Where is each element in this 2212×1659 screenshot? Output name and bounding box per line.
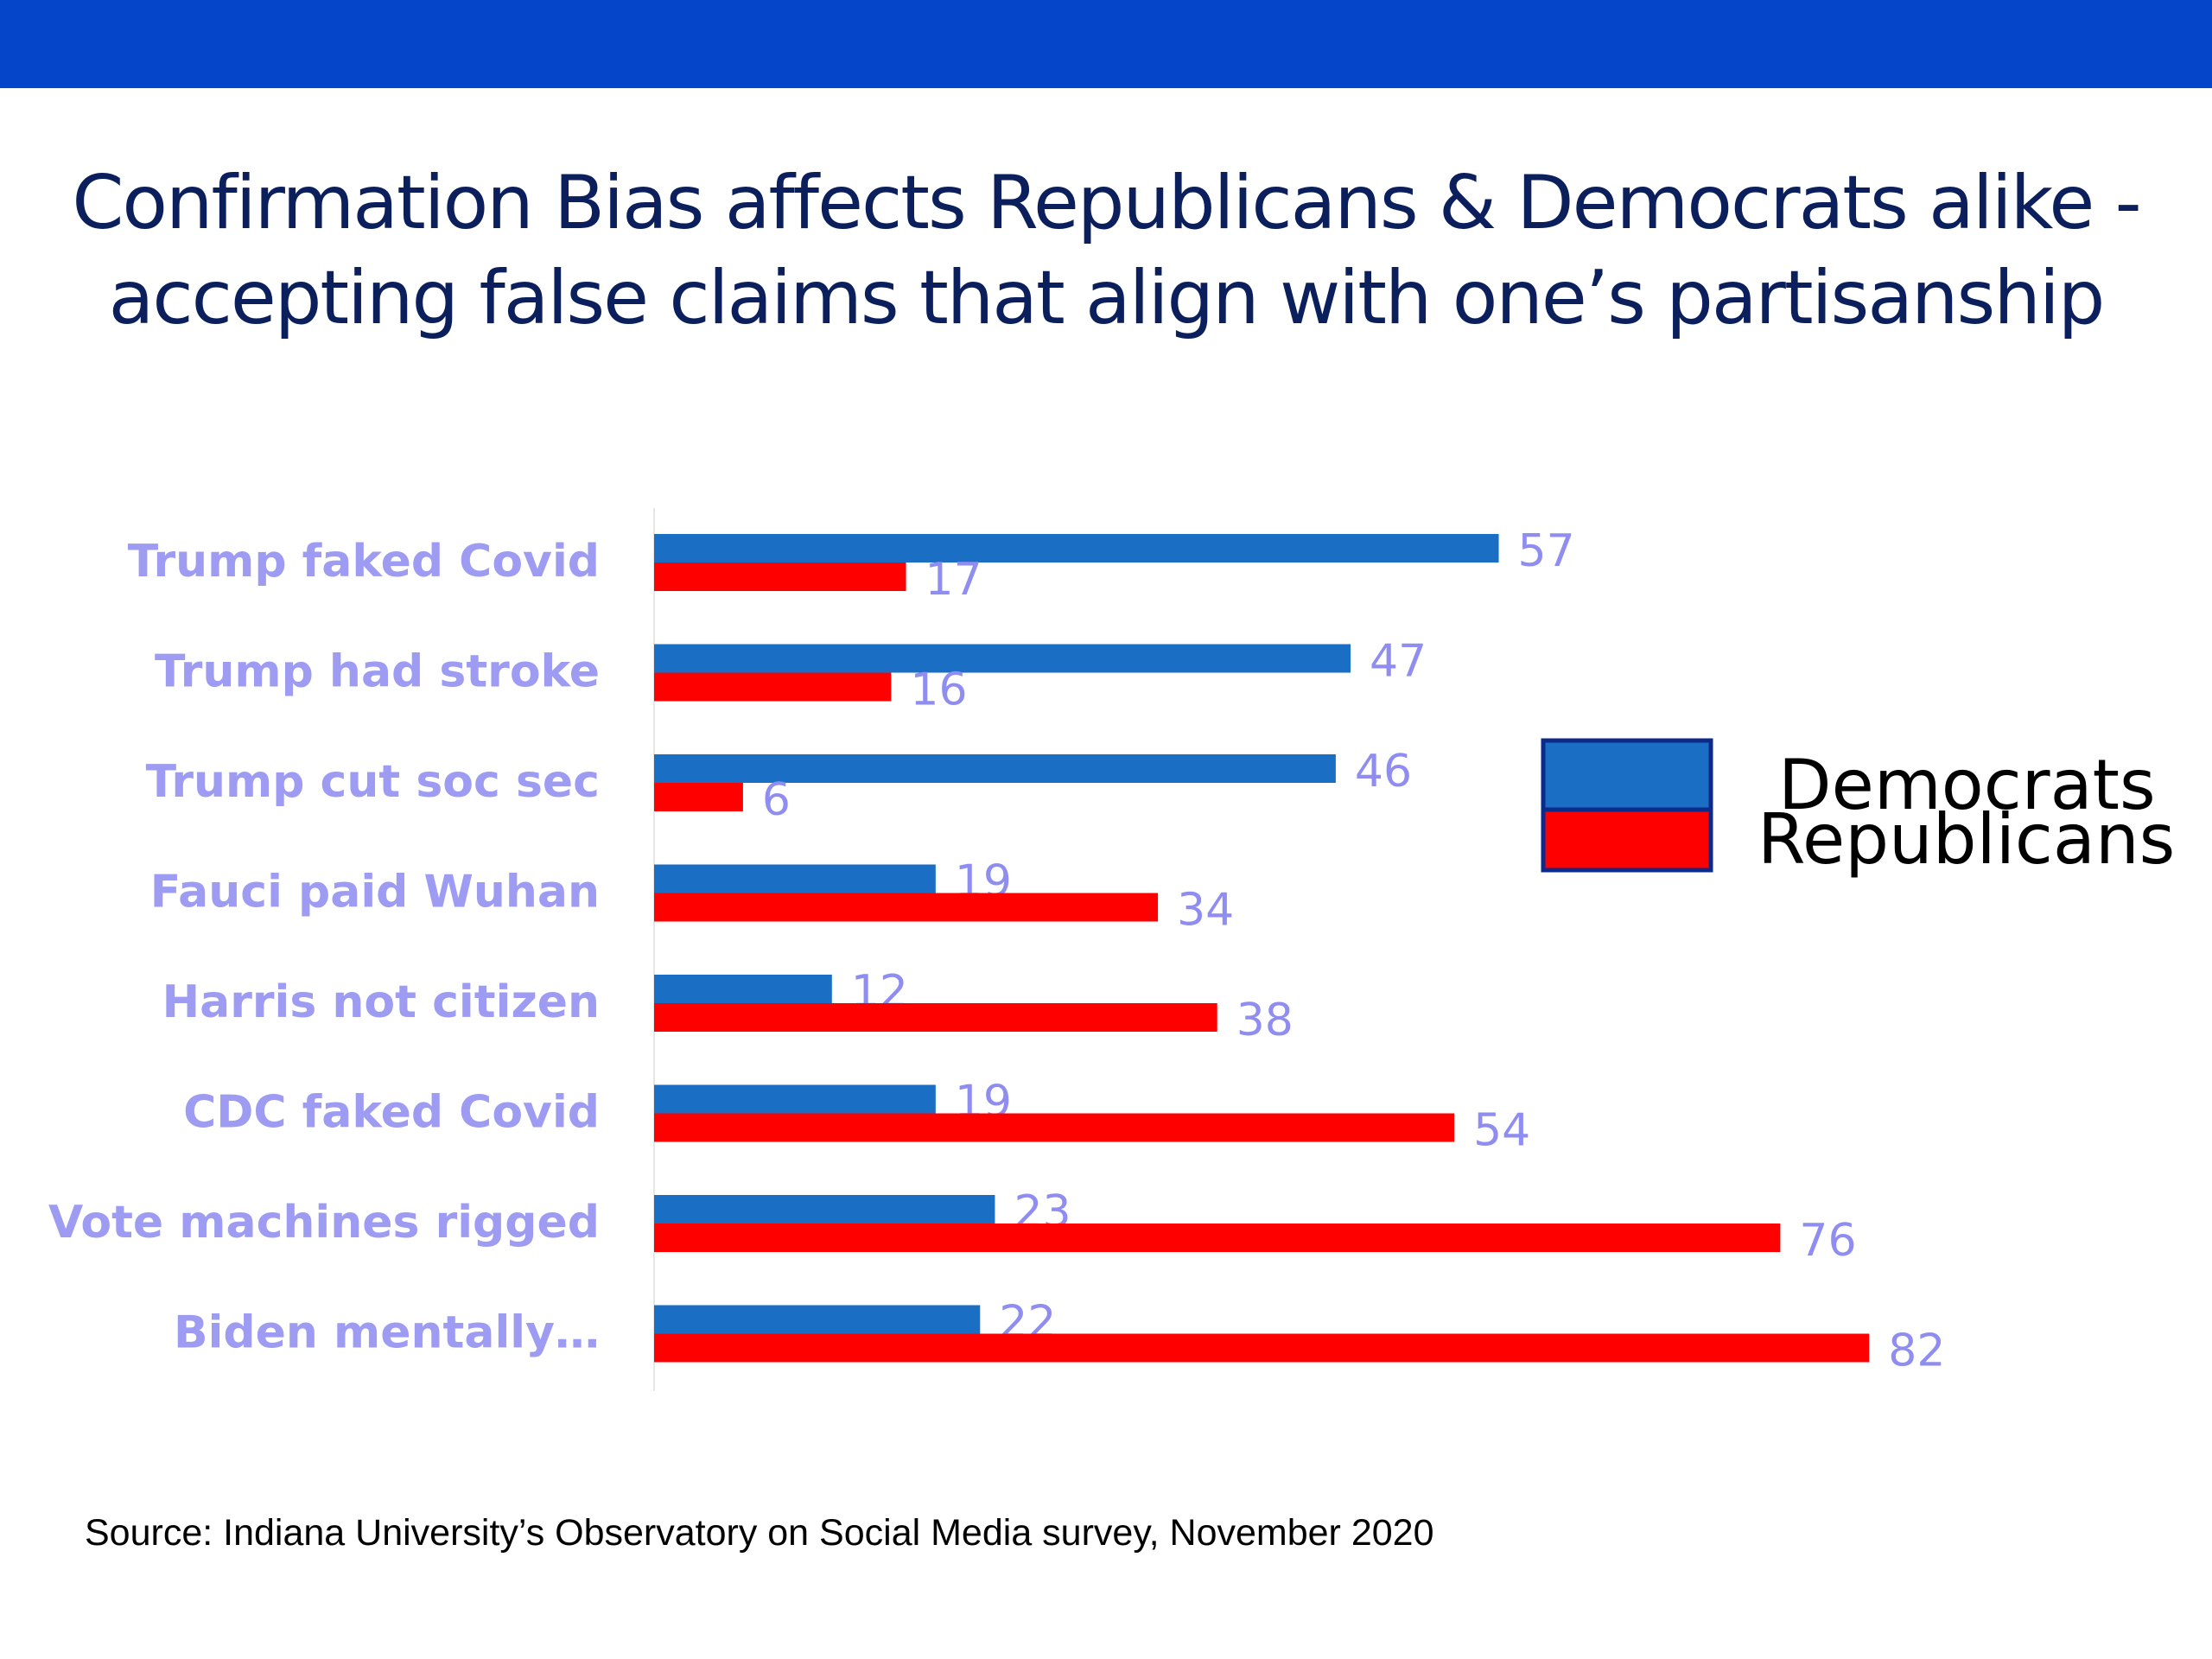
bar-republicans xyxy=(654,1333,1870,1363)
bar-democrats xyxy=(654,754,1336,783)
legend-swatch-republicans xyxy=(1541,807,1713,873)
data-label-republicans: 76 xyxy=(1799,1215,1856,1267)
bar-republicans xyxy=(654,1224,1781,1252)
category-label: Vote machines rigged xyxy=(48,1197,600,1249)
bar-republicans xyxy=(654,893,1159,922)
data-label-democrats: 57 xyxy=(1518,525,1575,577)
title-line-2: accepting false claims that align with o… xyxy=(108,255,2106,342)
legend-label-democrats: Democrats xyxy=(1778,745,2156,825)
legend-label-republicans: Republicans xyxy=(1758,799,2175,880)
bar-republicans xyxy=(654,783,743,811)
data-label-democrats: 47 xyxy=(1370,636,1427,688)
category-label: Biden mentally… xyxy=(174,1307,600,1359)
bar-republicans xyxy=(654,1113,1455,1142)
bar-democrats xyxy=(654,534,1499,563)
category-label: Trump cut soc sec xyxy=(146,756,600,808)
bar-democrats xyxy=(654,864,936,893)
data-label-republicans: 38 xyxy=(1236,995,1294,1046)
data-label-republicans: 6 xyxy=(762,774,791,826)
bar-democrats xyxy=(654,975,832,1003)
bar-democrats xyxy=(654,644,1351,673)
category-label: Harris not citizen xyxy=(162,976,600,1028)
data-label-democrats: 46 xyxy=(1355,746,1412,798)
bar-republicans xyxy=(654,1003,1217,1032)
bar-democrats xyxy=(654,1195,995,1224)
title-line-1: Confirmation Bias affects Republicans & … xyxy=(72,160,2141,246)
bar-republicans xyxy=(654,563,906,591)
data-label-republicans: 16 xyxy=(910,664,967,716)
bar-republicans xyxy=(654,672,892,702)
bar-democrats xyxy=(654,1305,981,1334)
category-label: Trump faked Covid xyxy=(128,536,600,588)
bar-democrats xyxy=(654,1084,936,1114)
legend-swatch-democrats xyxy=(1541,738,1713,812)
top-band xyxy=(0,0,2212,88)
data-label-republicans: 34 xyxy=(1177,885,1234,937)
category-label: CDC faked Covid xyxy=(183,1087,600,1139)
data-label-republicans: 82 xyxy=(1888,1325,1945,1377)
slide-title: Confirmation Bias affects Republicans & … xyxy=(0,156,2212,346)
category-label: Fauci paid Wuhan xyxy=(150,867,600,918)
data-label-republicans: 17 xyxy=(925,554,982,606)
category-label: Trump had stroke xyxy=(155,646,600,698)
data-label-republicans: 54 xyxy=(1473,1105,1530,1157)
source-note: Source: Indiana University’s Observatory… xyxy=(85,1512,1434,1554)
